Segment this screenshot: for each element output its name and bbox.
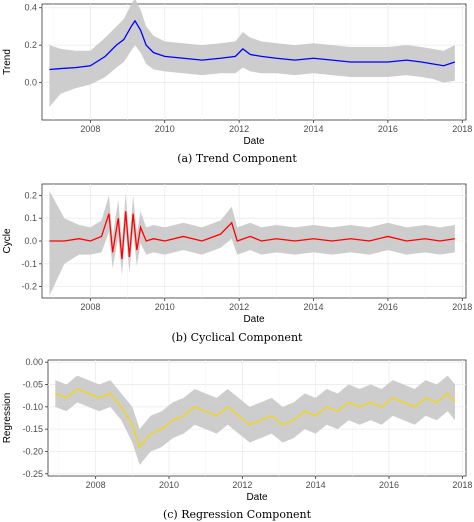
cycle-grid — [42, 184, 466, 298]
trend-y-tick-label: 0.4 — [24, 3, 37, 13]
trend-caption: (a) Trend Component — [177, 152, 297, 165]
cycle-series-line — [49, 211, 455, 260]
cycle-y-tick-label: -0.1 — [21, 259, 37, 269]
cycle-y-tick-label: 0.1 — [24, 213, 37, 223]
regression-chart: 2008 2010 2012 2014 2016 2018 0.00 -0.05 -0.10 -0… — [2, 357, 472, 503]
trend-x-tick-label: 2016 — [378, 124, 398, 134]
trend-panel: 2008 2010 2012 2014 2016 2018 0.0 0.2 0.4 Date Tre… — [0, 0, 474, 150]
cycle-y-tick-label: -0.2 — [21, 282, 37, 292]
regression-x-tick-label: 2008 — [86, 480, 106, 490]
cycle-x-axis-title: Date — [243, 314, 265, 325]
trend-x-tick-label: 2008 — [80, 124, 100, 134]
trend-y-tick-label: 0.2 — [24, 40, 37, 50]
regression-x-tick-label: 2010 — [159, 480, 179, 490]
trend-y-axis-title: Trend — [2, 49, 13, 75]
trend-series-line — [49, 19, 456, 71]
cycle-y-tick-label: 0.2 — [24, 190, 37, 200]
cycle-x-tick-label: 2008 — [80, 302, 100, 312]
trend-x-axis-title: Date — [243, 136, 265, 147]
trend-x-tick-label: 2014 — [303, 124, 323, 134]
regression-y-tick-label: -0.25 — [22, 469, 43, 479]
regression-x-axis-title: Date — [246, 492, 268, 503]
cycle-panel: 2008 2010 2012 2014 2016 2018 -0.2 -0.1 0.0 0.1 0.… — [0, 180, 474, 330]
cycle-chart: 2008 2010 2012 2014 2016 2018 -0.2 -0.1 0.0 0.1 0.… — [2, 183, 472, 325]
trend-x-tick-label: 2012 — [229, 124, 249, 134]
cycle-caption: (b) Cyclical Component — [171, 331, 303, 344]
regression-x-tick-label: 2014 — [306, 480, 326, 490]
regression-series-line — [55, 388, 456, 449]
regression-x-tick-label: 2012 — [232, 480, 252, 490]
regression-confidence-band — [55, 375, 455, 465]
cycle-x-tick-label: 2018 — [452, 302, 472, 312]
regression-panel: 2008 2010 2012 2014 2016 2018 0.00 -0.05 -0.10 -0… — [0, 356, 474, 506]
trend-y-tick-label: 0.0 — [24, 78, 37, 88]
cycle-y-axis-title: Cycle — [2, 228, 13, 253]
regression-y-tick-label: -0.05 — [22, 380, 43, 390]
regression-y-tick-label: -0.20 — [22, 446, 43, 456]
trend-confidence-band — [49, 0, 455, 107]
cycle-x-tick-label: 2010 — [155, 302, 175, 312]
trend-chart: 2008 2010 2012 2014 2016 2018 0.0 0.2 0.4 Date Tre… — [2, 0, 472, 147]
cycle-x-tick-label: 2014 — [303, 302, 323, 312]
cycle-y-tick-label: 0.0 — [24, 236, 37, 246]
regression-y-tick-label: -0.10 — [22, 402, 43, 412]
regression-x-tick-label: 2018 — [452, 480, 472, 490]
cycle-x-tick-label: 2012 — [229, 302, 249, 312]
regression-y-tick-label: 0.00 — [25, 357, 43, 367]
trend-x-tick-label: 2010 — [155, 124, 175, 134]
regression-caption: (c) Regression Component — [162, 508, 312, 521]
cycle-x-tick-label: 2016 — [378, 302, 398, 312]
regression-x-tick-label: 2016 — [379, 480, 399, 490]
regression-y-tick-label: -0.15 — [22, 424, 43, 434]
cycle-confidence-band — [49, 190, 455, 296]
trend-x-tick-label: 2018 — [452, 124, 472, 134]
regression-y-axis-title: Regression — [2, 393, 13, 444]
